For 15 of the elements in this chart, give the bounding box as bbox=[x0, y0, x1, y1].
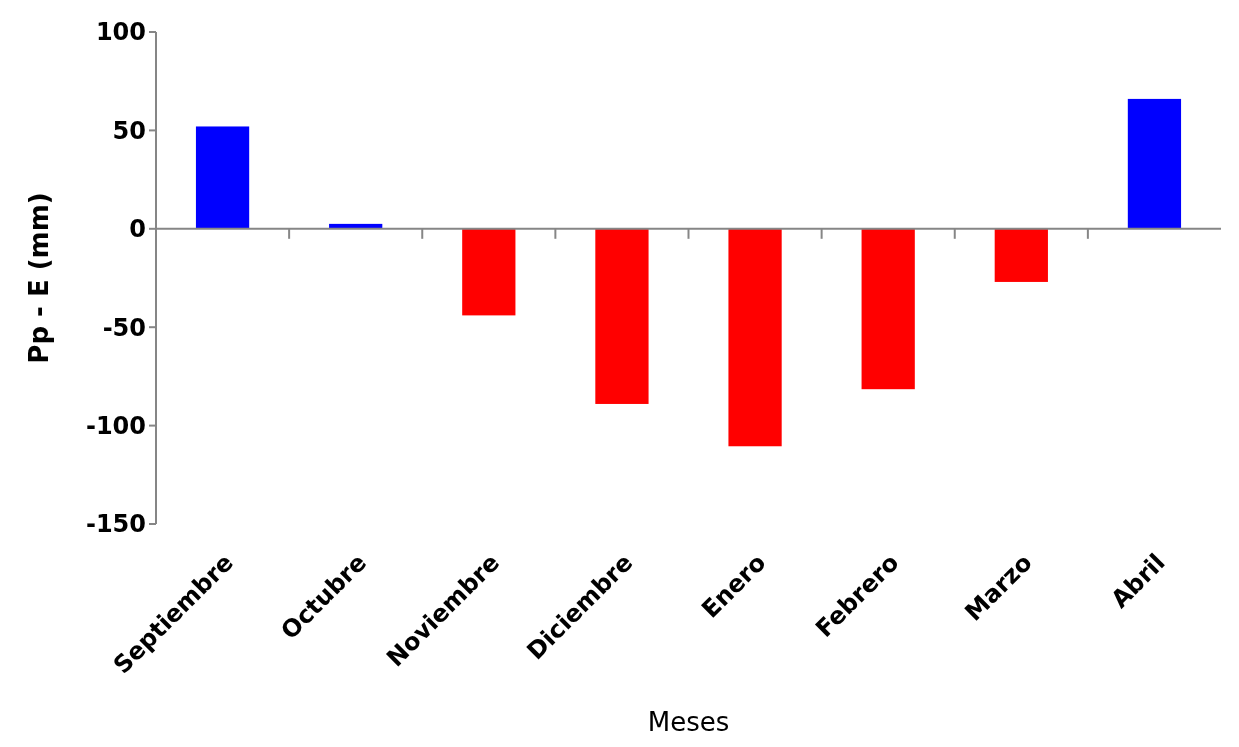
bar bbox=[861, 228, 915, 390]
bar bbox=[994, 228, 1048, 282]
y-tick-label: -50 bbox=[102, 313, 146, 342]
y-tick-label: -150 bbox=[85, 510, 146, 539]
y-tick-label: -100 bbox=[85, 412, 146, 440]
y-tick-label: 100 bbox=[95, 18, 146, 47]
bar bbox=[462, 228, 516, 316]
y-axis-title: Pp - E (mm) bbox=[24, 192, 54, 364]
bar bbox=[595, 228, 649, 404]
x-axis-title: Meses bbox=[647, 707, 730, 737]
bar bbox=[1127, 98, 1182, 229]
y-tick-label: 0 bbox=[129, 215, 146, 244]
bar bbox=[728, 228, 782, 447]
y-tick-label: 50 bbox=[112, 116, 146, 145]
bar bbox=[195, 126, 250, 229]
